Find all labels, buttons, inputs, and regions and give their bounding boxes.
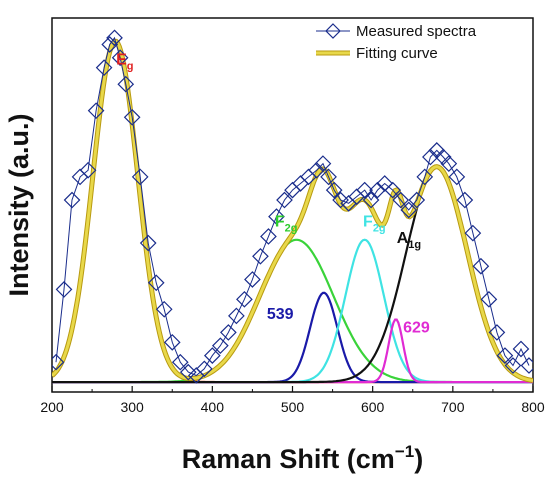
fitting-curve	[52, 38, 533, 384]
measured-point	[376, 175, 394, 192]
measured-point	[147, 274, 165, 292]
measured-point	[244, 271, 261, 288]
measured-point	[203, 347, 221, 364]
measured-point	[212, 337, 229, 355]
measured-point	[155, 300, 173, 318]
fitting-curve-outline	[52, 38, 533, 384]
x-tick-label: 800	[521, 399, 545, 415]
measured-spectra	[52, 29, 533, 384]
x-tick-label: 500	[281, 399, 305, 415]
measured-point	[464, 224, 482, 242]
measured-point	[400, 201, 418, 219]
measured-point	[276, 191, 293, 209]
measured-point	[268, 208, 285, 225]
measured-point	[392, 191, 410, 209]
measured-point	[512, 340, 530, 358]
measured-point	[356, 181, 373, 199]
measured-point	[362, 191, 380, 209]
measured-point	[87, 102, 105, 120]
peak-label-5: A1g	[397, 230, 421, 251]
measured-point	[252, 247, 269, 265]
x-tick-label: 600	[361, 399, 385, 415]
measured-point	[440, 155, 458, 172]
measured-point	[55, 281, 73, 298]
measured-point	[408, 191, 426, 209]
measured-point	[369, 181, 386, 199]
measured-point	[111, 49, 129, 67]
measured-point	[52, 353, 65, 371]
measured-point	[472, 257, 490, 275]
y-axis-title: Intensity (a.u.)	[4, 113, 34, 296]
measured-point	[448, 168, 466, 186]
measured-point	[163, 334, 181, 351]
x-tick-label: 700	[441, 399, 465, 415]
x-tick-label: 300	[120, 399, 144, 415]
peak-label-3: F2g	[363, 214, 386, 235]
measured-point	[139, 234, 157, 252]
measured-point	[79, 161, 97, 179]
fitting-curve-line	[52, 39, 533, 383]
measured-point	[520, 357, 533, 374]
measured-point	[416, 168, 434, 186]
measured-point	[488, 324, 506, 341]
measured-point	[456, 191, 474, 209]
peak-label-0: Eg	[116, 51, 133, 72]
x-axis-ticks: 200 300 400 500 600 700 800	[40, 386, 545, 415]
measured-point	[95, 59, 113, 76]
measured-point	[332, 191, 349, 209]
measured-point	[63, 191, 81, 209]
measured-point	[106, 29, 123, 47]
measured-point	[220, 324, 237, 341]
peak-label-1: F2g	[275, 214, 298, 235]
measured-point	[434, 148, 452, 166]
fit-components	[52, 40, 533, 384]
measured-point	[480, 290, 498, 308]
measured-point	[260, 228, 277, 245]
legend-marker-measured	[325, 23, 341, 39]
measured-point	[320, 168, 337, 186]
measured-point	[504, 357, 522, 374]
measured-point	[496, 347, 514, 364]
peak-labels: Eg F2g 539 F2g 629 A1g	[116, 51, 430, 336]
component-curve-4	[52, 318, 533, 384]
measured-point	[228, 307, 245, 325]
x-axis-title: Raman Shift (cm−1)	[182, 442, 423, 474]
measured-point	[131, 168, 149, 186]
measured-point	[422, 148, 439, 166]
peak-label-4: 629	[403, 319, 430, 336]
measured-point	[308, 161, 325, 179]
peak-label-2: 539	[267, 306, 294, 323]
legend-label-1: Fitting curve	[356, 45, 438, 62]
component-curve-5	[52, 165, 533, 384]
x-tick-label: 200	[40, 399, 64, 415]
x-tick-label: 400	[201, 399, 225, 415]
measured-point	[236, 290, 253, 308]
legend-label-0: Measured spectra	[356, 23, 477, 40]
legend: Measured spectra Fitting curve	[316, 23, 477, 62]
measured-point	[179, 363, 197, 381]
measured-point	[117, 75, 135, 93]
measured-point	[325, 181, 343, 199]
measured-point	[195, 360, 213, 378]
measured-point	[123, 108, 141, 126]
component-curve-0	[52, 40, 533, 384]
measured-point	[101, 36, 119, 53]
measured-point	[171, 353, 189, 371]
measured-point	[384, 181, 402, 199]
measured-point	[314, 155, 332, 172]
